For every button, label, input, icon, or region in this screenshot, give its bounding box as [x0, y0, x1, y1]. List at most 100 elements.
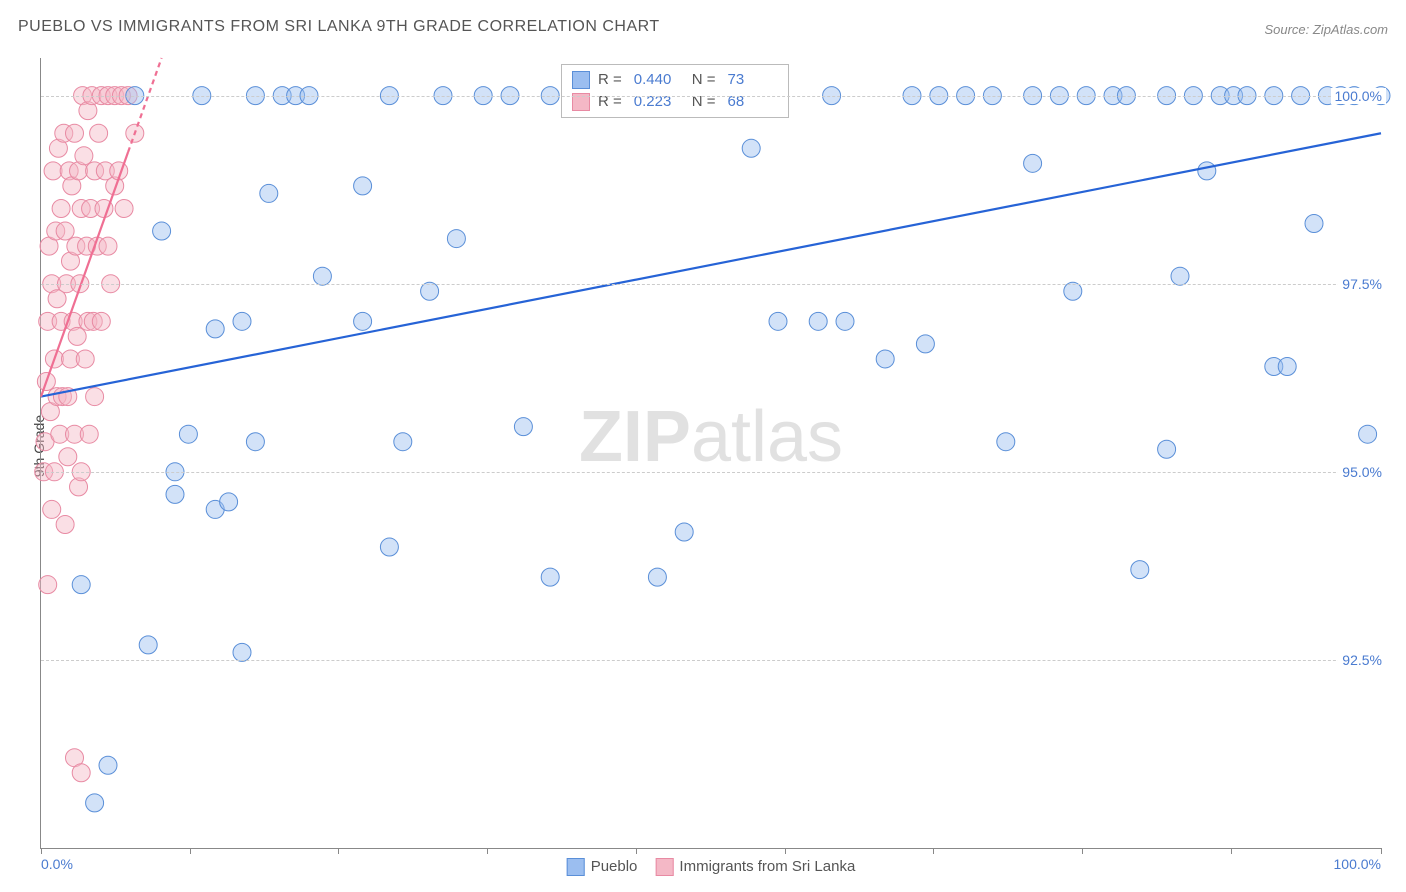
data-point — [72, 576, 90, 594]
legend-item: Immigrants from Sri Lanka — [655, 858, 855, 876]
data-point — [220, 493, 238, 511]
data-point — [1278, 357, 1296, 375]
data-point — [68, 327, 86, 345]
x-tick-mark — [41, 848, 42, 854]
legend-item: Pueblo — [567, 858, 638, 876]
legend-label: Pueblo — [591, 858, 638, 875]
data-point — [233, 643, 251, 661]
plot-area: ZIPatlas R =0.440N =73R = 0.223N =68 Pue… — [40, 58, 1381, 849]
data-point — [421, 282, 439, 300]
data-point — [92, 312, 110, 330]
data-point — [809, 312, 827, 330]
data-point — [447, 230, 465, 248]
data-point — [166, 485, 184, 503]
legend-n-label: N = — [692, 69, 716, 91]
data-point — [675, 523, 693, 541]
gridline — [41, 472, 1381, 473]
x-tick-mark — [636, 848, 637, 854]
y-tick-label: 95.0% — [1338, 464, 1386, 480]
data-point — [99, 756, 117, 774]
data-point — [115, 199, 133, 217]
chart-container: PUEBLO VS IMMIGRANTS FROM SRI LANKA 9TH … — [0, 0, 1406, 892]
data-point — [1024, 154, 1042, 172]
trendline — [41, 133, 1381, 396]
scatter-svg — [41, 58, 1381, 848]
legend-swatch — [567, 858, 585, 876]
data-point — [916, 335, 934, 353]
data-point — [1359, 425, 1377, 443]
y-tick-label: 92.5% — [1338, 652, 1386, 668]
x-tick-mark — [1381, 848, 1382, 854]
data-point — [66, 124, 84, 142]
data-point — [86, 794, 104, 812]
data-point — [354, 177, 372, 195]
x-tick-label: 0.0% — [41, 856, 73, 872]
data-point — [153, 222, 171, 240]
data-point — [836, 312, 854, 330]
x-tick-mark — [190, 848, 191, 854]
legend-r-value: 0.440 — [634, 69, 684, 91]
gridline — [41, 284, 1381, 285]
x-tick-mark — [338, 848, 339, 854]
data-point — [139, 636, 157, 654]
x-tick-mark — [933, 848, 934, 854]
x-tick-mark — [487, 848, 488, 854]
data-point — [260, 184, 278, 202]
x-tick-mark — [1231, 848, 1232, 854]
correlation-legend: R = 0.440 N = 73 R = 0.223 N = 68 — [561, 64, 789, 118]
data-point — [541, 568, 559, 586]
data-point — [876, 350, 894, 368]
data-point — [769, 312, 787, 330]
data-point — [59, 448, 77, 466]
data-point — [76, 350, 94, 368]
data-point — [380, 538, 398, 556]
legend-row: R = 0.440 N = 73 — [572, 69, 778, 91]
gridline — [41, 660, 1381, 661]
legend-r-value: 0.223 — [634, 91, 684, 113]
y-tick-label: 100.0% — [1331, 88, 1386, 104]
data-point — [179, 425, 197, 443]
data-point — [75, 147, 93, 165]
y-tick-label: 97.5% — [1338, 276, 1386, 292]
legend-row: R = 0.223 N = 68 — [572, 91, 778, 113]
data-point — [246, 433, 264, 451]
data-point — [394, 433, 412, 451]
data-point — [1131, 561, 1149, 579]
data-point — [1171, 267, 1189, 285]
data-point — [86, 388, 104, 406]
legend-r-label: R = — [598, 91, 622, 113]
data-point — [44, 162, 62, 180]
legend-label: Immigrants from Sri Lanka — [679, 858, 855, 875]
data-point — [354, 312, 372, 330]
chart-title: PUEBLO VS IMMIGRANTS FROM SRI LANKA 9TH … — [18, 18, 660, 36]
legend-r-label: R = — [598, 69, 622, 91]
data-point — [72, 764, 90, 782]
data-point — [99, 237, 117, 255]
x-tick-label: 100.0% — [1334, 856, 1381, 872]
data-point — [1198, 162, 1216, 180]
data-point — [90, 124, 108, 142]
legend-swatch — [655, 858, 673, 876]
data-point — [997, 433, 1015, 451]
legend-n-value: 68 — [728, 91, 778, 113]
data-point — [39, 576, 57, 594]
x-tick-mark — [785, 848, 786, 854]
data-point — [56, 515, 74, 533]
data-point — [56, 222, 74, 240]
data-point — [1305, 215, 1323, 233]
legend-n-value: 73 — [728, 69, 778, 91]
gridline — [41, 96, 1381, 97]
data-point — [313, 267, 331, 285]
data-point — [80, 425, 98, 443]
data-point — [648, 568, 666, 586]
data-point — [52, 199, 70, 217]
data-point — [514, 418, 532, 436]
legend-swatch — [572, 71, 590, 89]
legend-n-label: N = — [692, 91, 716, 113]
series-legend: Pueblo Immigrants from Sri Lanka — [567, 858, 856, 876]
data-point — [742, 139, 760, 157]
data-point — [1158, 440, 1176, 458]
data-point — [43, 500, 61, 518]
data-point — [233, 312, 251, 330]
data-point — [206, 320, 224, 338]
